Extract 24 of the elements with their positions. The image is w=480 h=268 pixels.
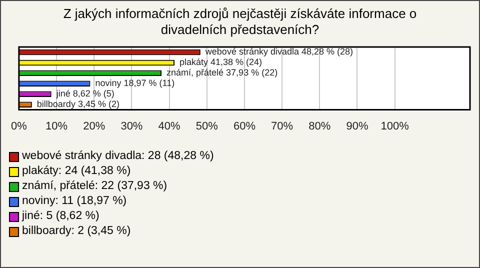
x-tick-label: 80%	[308, 120, 331, 132]
x-tick-label: 50%	[196, 120, 218, 132]
data-label: noviny 18,97 % (11)	[95, 78, 175, 88]
x-tick-label: 20%	[83, 120, 106, 132]
data-label: billboardy 3,45 % (2)	[36, 99, 120, 110]
x-tick-label: 30%	[120, 120, 143, 132]
x-tick-label: 10%	[46, 120, 68, 132]
x-tick-label: 60%	[233, 120, 256, 132]
x-tick-label: 100%	[380, 120, 410, 132]
data-label: webové stránky divadla 48,28 % (28)	[204, 46, 354, 57]
data-label: jiné 8,62 % (5)	[55, 88, 114, 99]
x-tick-label: 90%	[346, 120, 368, 132]
x-tick-label: 40%	[158, 120, 181, 132]
data-label: známí, přátelé 37,93 % (22)	[166, 68, 278, 78]
text: webové stránky divadla: 28 (48,28 %)	[22, 149, 214, 164]
text: jiné: 5 (8,62 %)	[22, 209, 100, 224]
x-tick-label: 0%	[10, 120, 28, 132]
text: známí, přátelé: 22 (37,93 %)	[22, 179, 168, 194]
x-tick-label: 70%	[271, 120, 294, 132]
text: noviny: 11 (18,97 %)	[22, 194, 127, 209]
data-label: plakáty 41,38 % (24)	[179, 57, 262, 68]
chart-title: Z jakých informačních zdrojů nejčastěji získáváte informace o divadelních představeních?	[62, 5, 418, 39]
text: plakáty: 24 (41,38 %)	[22, 164, 131, 179]
text: billboardy: 2 (3,45 %)	[22, 224, 131, 239]
